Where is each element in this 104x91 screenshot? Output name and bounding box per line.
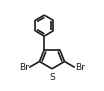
Text: Br: Br — [19, 63, 29, 72]
Text: S: S — [49, 73, 55, 82]
Text: Br: Br — [75, 63, 85, 72]
